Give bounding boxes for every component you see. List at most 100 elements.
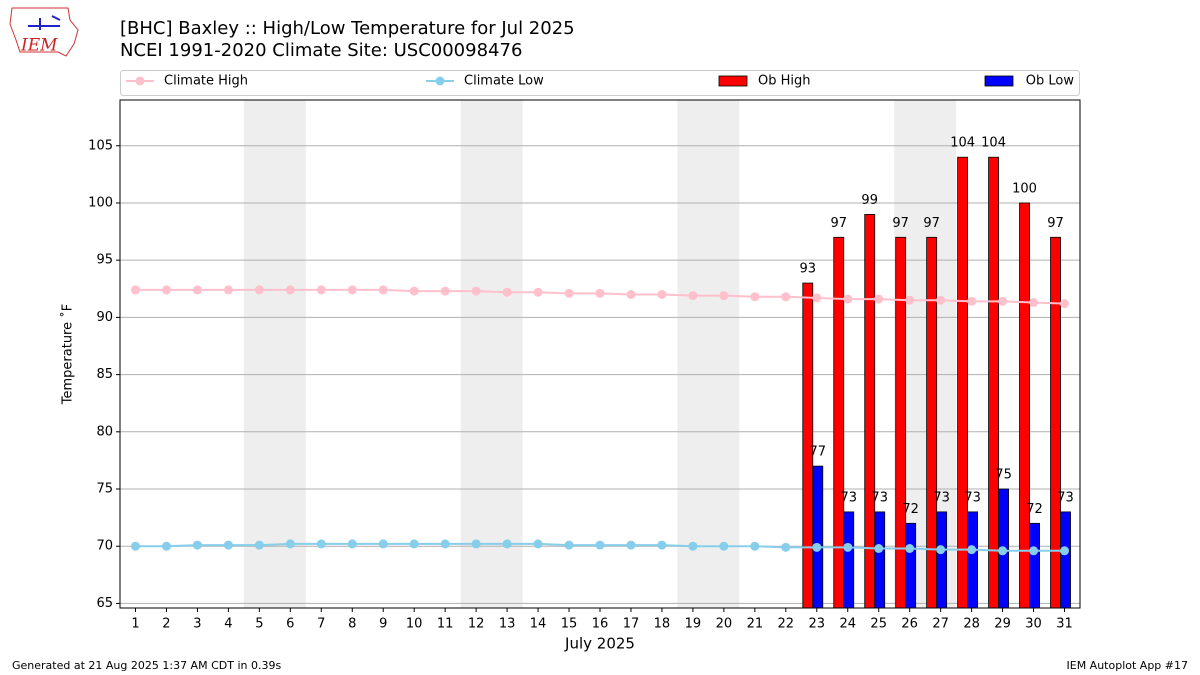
line-marker <box>626 290 636 300</box>
y-tick-label: 75 <box>96 482 113 497</box>
line-marker <box>223 540 233 550</box>
bar <box>1019 202 1030 609</box>
line-marker <box>130 285 140 295</box>
line-marker <box>936 545 946 555</box>
bar <box>988 156 999 609</box>
line-marker <box>502 287 512 297</box>
x-tick-label: 17 <box>623 617 640 632</box>
line-marker <box>533 287 543 297</box>
line-marker <box>440 286 450 296</box>
bar-value-label: 73 <box>1057 490 1074 505</box>
x-tick-label: 9 <box>379 617 387 632</box>
bar-value-label: 77 <box>810 445 827 460</box>
x-tick-label: 3 <box>193 617 201 632</box>
line-marker <box>564 540 574 550</box>
x-tick-label: 28 <box>963 617 980 632</box>
line-marker <box>874 294 884 304</box>
legend-label: Climate High <box>164 74 248 89</box>
bar <box>812 465 824 609</box>
bar-value-label: 97 <box>830 216 847 231</box>
line-marker <box>285 285 295 295</box>
bar-value-label: 99 <box>861 193 878 208</box>
line-marker <box>192 285 202 295</box>
line-marker <box>657 540 667 550</box>
chart-title: [BHC] Baxley :: High/Low Temperature for… <box>120 18 575 39</box>
x-tick-label: 18 <box>654 617 671 632</box>
weekend-shade <box>243 100 306 608</box>
legend-swatch <box>718 75 748 87</box>
line-marker <box>626 540 636 550</box>
x-tick-label: 27 <box>932 617 949 632</box>
line-marker <box>564 288 574 298</box>
x-tick-label: 23 <box>809 617 826 632</box>
y-tick-label: 70 <box>96 539 113 554</box>
logo-outline <box>9 7 79 57</box>
line-marker <box>998 296 1008 306</box>
chart-subtitle: NCEI 1991-2020 Climate Site: USC00098476 <box>120 40 522 61</box>
line-marker <box>905 295 915 305</box>
x-tick-label: 1 <box>131 617 139 632</box>
line-marker <box>781 292 791 302</box>
footer-left: Generated at 21 Aug 2025 1:37 AM CDT in … <box>12 659 281 672</box>
x-tick-label: 21 <box>747 617 764 632</box>
line-marker <box>471 539 481 549</box>
bar <box>833 236 845 609</box>
line-marker <box>471 286 481 296</box>
x-tick-label: 29 <box>994 617 1011 632</box>
line-marker <box>967 296 977 306</box>
line-marker <box>1060 546 1070 556</box>
line-marker <box>440 539 450 549</box>
line-marker <box>192 540 202 550</box>
bar-value-label: 75 <box>995 468 1012 483</box>
x-tick-label: 30 <box>1025 617 1042 632</box>
logo: IEM <box>9 7 79 57</box>
line-marker <box>161 541 171 551</box>
bar-value-label: 73 <box>964 490 981 505</box>
bar-value-label: 72 <box>1026 502 1043 517</box>
bar <box>1060 511 1071 609</box>
logo-icon <box>28 15 61 30</box>
x-tick-label: 13 <box>499 617 516 632</box>
legend-swatch <box>984 75 1014 87</box>
x-tick-label: 19 <box>685 617 702 632</box>
y-tick-label: 105 <box>88 138 113 153</box>
bar-value-label: 104 <box>981 136 1006 151</box>
y-axis-label: Temperature ˚F <box>60 304 76 405</box>
bar-value-label: 97 <box>1047 216 1064 231</box>
x-tick-label: 15 <box>561 617 578 632</box>
x-tick-label: 8 <box>348 617 356 632</box>
line-marker <box>967 545 977 555</box>
line-marker <box>1029 546 1039 556</box>
bar <box>874 511 886 609</box>
line-marker <box>843 294 853 304</box>
line-marker <box>409 286 419 296</box>
line-marker <box>533 539 543 549</box>
line-marker <box>936 295 946 305</box>
bar-value-label: 97 <box>923 216 940 231</box>
x-tick-label: 11 <box>437 617 454 632</box>
line-marker <box>223 285 233 295</box>
legend-label: Ob High <box>758 74 811 89</box>
line-marker <box>502 539 512 549</box>
x-tick-label: 31 <box>1056 617 1073 632</box>
bar <box>957 156 969 609</box>
bar-value-label: 72 <box>902 502 919 517</box>
line-marker <box>347 539 357 549</box>
line-marker <box>409 539 419 549</box>
line-marker <box>378 539 388 549</box>
line-marker <box>1060 299 1070 309</box>
line-marker <box>812 542 822 552</box>
line-marker <box>161 285 171 295</box>
line-marker <box>688 541 698 551</box>
weekend-shade <box>460 100 523 608</box>
x-tick-label: 26 <box>901 617 918 632</box>
bar-value-label: 97 <box>892 216 909 231</box>
y-tick-label: 85 <box>96 367 113 382</box>
y-tick-label: 90 <box>96 310 113 325</box>
plot-frame <box>119 99 1081 609</box>
line-marker <box>316 539 326 549</box>
y-tick-label: 65 <box>96 596 113 611</box>
line-marker <box>595 540 605 550</box>
legend-marker <box>435 76 445 86</box>
